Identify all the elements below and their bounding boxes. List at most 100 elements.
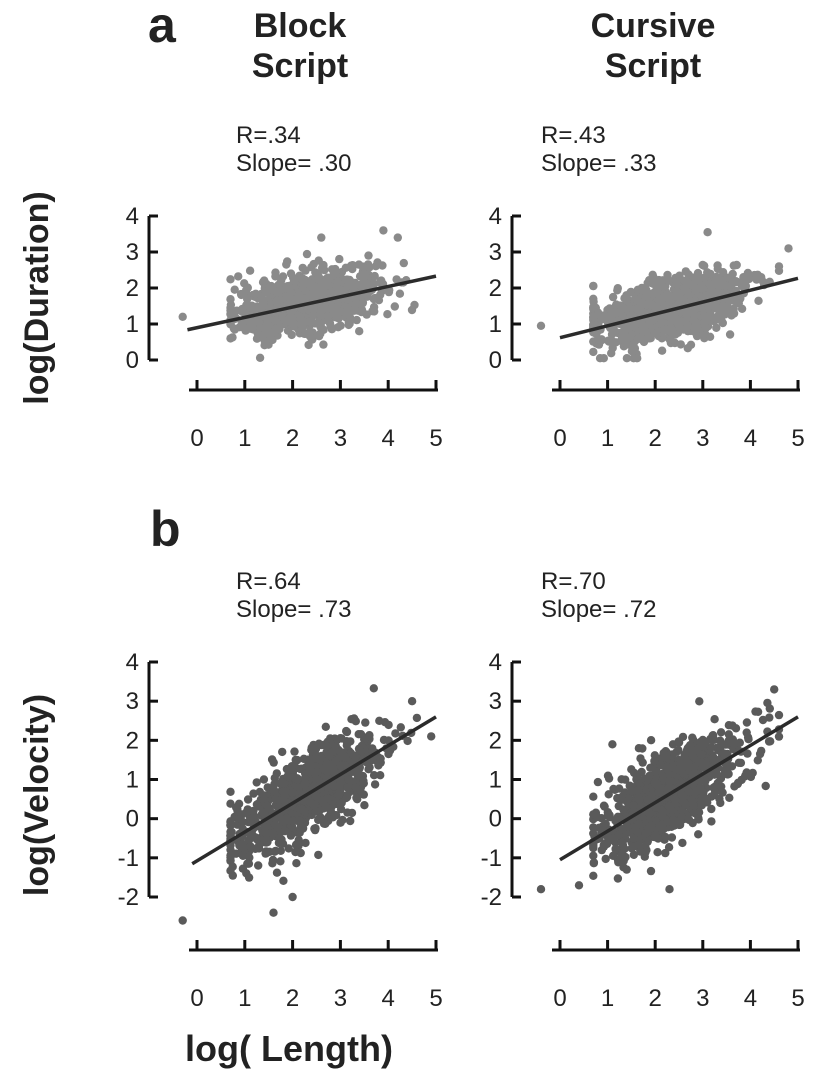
data-point xyxy=(314,850,323,860)
data-point xyxy=(178,312,187,321)
data-point xyxy=(243,795,253,804)
data-point xyxy=(707,287,716,297)
stat-slope: Slope= .73 xyxy=(236,596,352,623)
data-point xyxy=(654,296,664,305)
data-point xyxy=(701,323,711,333)
data-point xyxy=(729,740,739,749)
data-point xyxy=(677,790,686,799)
data-point xyxy=(614,830,623,840)
data-point xyxy=(645,809,654,818)
data-point xyxy=(308,289,317,299)
data-point xyxy=(322,741,331,751)
y-axis-label-duration: log(Duration) xyxy=(18,191,56,404)
data-point xyxy=(271,795,280,804)
data-point xyxy=(330,768,339,777)
data-point xyxy=(316,307,325,316)
data-point xyxy=(309,800,319,810)
data-point xyxy=(365,731,374,740)
data-point xyxy=(319,325,328,334)
x-tick-label: 5 xyxy=(429,985,442,1012)
data-point xyxy=(427,732,436,741)
data-point xyxy=(727,762,737,771)
data-point xyxy=(396,723,405,732)
data-point xyxy=(672,747,681,756)
data-point xyxy=(248,303,258,313)
data-point xyxy=(721,740,730,749)
data-point xyxy=(734,758,744,767)
data-point xyxy=(269,908,278,917)
data-point xyxy=(636,847,645,856)
data-point xyxy=(618,824,627,834)
data-point xyxy=(310,768,320,778)
data-point xyxy=(249,806,258,816)
data-point xyxy=(646,866,656,876)
data-point xyxy=(634,819,643,829)
data-point xyxy=(243,859,252,868)
y-tick-label: 4 xyxy=(489,649,502,676)
data-point xyxy=(591,808,601,817)
data-point xyxy=(234,272,243,281)
data-point xyxy=(307,743,316,752)
data-point xyxy=(331,742,341,751)
data-point xyxy=(267,755,277,764)
data-point xyxy=(716,728,726,737)
data-point xyxy=(268,830,278,839)
data-point xyxy=(320,265,329,275)
data-point xyxy=(713,261,722,270)
data-point xyxy=(368,744,377,753)
data-point xyxy=(351,717,360,726)
data-point xyxy=(336,734,345,743)
data-point xyxy=(710,770,719,779)
data-point xyxy=(275,324,284,334)
data-point xyxy=(316,813,326,822)
data-point xyxy=(589,843,598,853)
data-point xyxy=(226,853,235,862)
data-point xyxy=(694,830,703,839)
data-point xyxy=(692,331,702,341)
data-point xyxy=(745,274,754,284)
data-point xyxy=(311,754,320,763)
data-point xyxy=(355,746,365,755)
data-point xyxy=(604,790,613,799)
data-point xyxy=(286,288,295,297)
data-point xyxy=(287,330,296,340)
data-point xyxy=(334,790,344,799)
x-tick-label: 0 xyxy=(553,985,566,1012)
data-point xyxy=(360,801,369,810)
data-point xyxy=(698,284,707,293)
data-point xyxy=(334,323,343,332)
column-title-block-line1: Block xyxy=(253,7,347,45)
data-point xyxy=(282,260,291,269)
data-point xyxy=(684,270,693,279)
data-point xyxy=(376,771,385,780)
data-point xyxy=(326,807,336,816)
data-point xyxy=(270,847,279,856)
data-point xyxy=(238,817,247,826)
data-point xyxy=(342,726,351,736)
data-point xyxy=(292,859,301,868)
data-point xyxy=(273,296,282,305)
data-point xyxy=(238,305,247,315)
data-point xyxy=(235,841,244,850)
data-point xyxy=(691,286,700,295)
data-point xyxy=(621,775,630,784)
data-point xyxy=(656,760,665,770)
data-point xyxy=(324,750,334,760)
data-point xyxy=(725,793,734,802)
data-point xyxy=(288,892,297,902)
data-point xyxy=(352,315,361,325)
x-tick-label: 3 xyxy=(334,985,347,1012)
data-point xyxy=(613,286,622,295)
data-point xyxy=(743,749,752,758)
data-point xyxy=(607,349,616,358)
data-point xyxy=(278,272,288,281)
data-point xyxy=(619,856,628,865)
data-point xyxy=(681,800,690,809)
stats-a-block: R=.34 Slope= .30 xyxy=(236,122,351,178)
data-point xyxy=(611,844,620,854)
data-point xyxy=(254,861,263,870)
data-point xyxy=(657,346,667,355)
data-point xyxy=(636,754,645,763)
scatter-panel-b-cursive: -2 -1 0 1 2 3 4 0 1 2 3 4 5 xyxy=(481,649,805,1012)
data-point xyxy=(688,733,697,742)
